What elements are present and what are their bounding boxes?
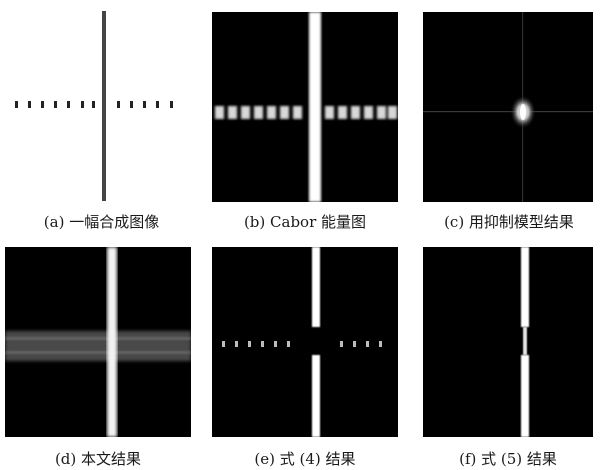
caption-f: (f) 式 (5) 结果	[459, 450, 557, 468]
caption-c: (c) 用抑制模型结果	[444, 213, 574, 231]
panel-e-image	[212, 247, 398, 437]
panel-b-image	[212, 12, 398, 202]
panel-d-image	[5, 247, 191, 437]
caption-d: (d) 本文结果	[54, 450, 142, 468]
caption-a: (a) 一幅合成图像	[43, 213, 160, 231]
caption-b: (b) Cabor 能量图	[243, 213, 367, 231]
panel-c-image	[423, 12, 593, 202]
caption-e: (e) 式 (4) 结果	[254, 450, 356, 468]
panel-f-image	[423, 247, 593, 437]
panel-a-image	[5, 5, 198, 201]
